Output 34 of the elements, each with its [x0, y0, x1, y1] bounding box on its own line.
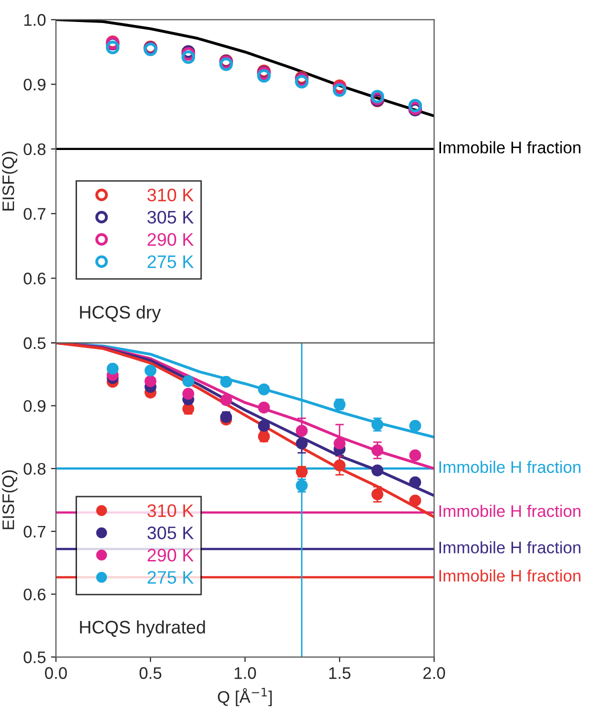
annotation: HCQS hydrated — [80, 620, 205, 638]
ref-line-label: Immobile H fraction — [439, 504, 580, 517]
x-tick-label: 0.0 — [45, 667, 67, 679]
legend-label: 305 K — [147, 210, 194, 224]
legend-label: 310 K — [147, 504, 194, 518]
y-tick-label: 0.7 — [24, 208, 46, 220]
y-tick-label: 1.0 — [24, 14, 46, 26]
y-tick-label: 0.6 — [24, 588, 46, 600]
y-tick-label: 0.8 — [24, 462, 46, 475]
ref-line-label: Immobile H fraction — [439, 569, 580, 582]
ref-line-label: Immobile H fraction — [439, 460, 580, 474]
y-tick-label: 0.5 — [24, 651, 46, 664]
x-tick-label: 0.5 — [140, 667, 162, 679]
legend-label: 290 K — [148, 233, 194, 246]
y-axis-title: EISF(Q) — [2, 152, 18, 210]
y-tick-label: 0.7 — [24, 526, 46, 538]
legend-label: 275 K — [148, 571, 194, 584]
y-tick-label: 0.9 — [24, 400, 46, 412]
y-tick-label: 0.8 — [24, 143, 46, 156]
y-tick-label: 0.6 — [24, 272, 46, 284]
legend-label: 275 K — [148, 255, 194, 268]
legend-label: 290 K — [148, 548, 194, 562]
ref-line-label: Immobile H fraction — [439, 141, 580, 154]
x-tick-label: 1.0 — [234, 667, 256, 679]
legend-label: 305 K — [147, 526, 194, 540]
y-tick-label: 0.9 — [24, 78, 46, 91]
x-axis-title: Q [Å$^{−1}$] — [218, 688, 272, 706]
y-axis-title: EISF(Q) — [2, 470, 18, 530]
x-tick-label: 2.0 — [423, 667, 446, 679]
legend-label: 310 K — [147, 188, 194, 202]
x-tick-label: 1.5 — [329, 667, 350, 679]
annotation: HCQS dry — [80, 305, 161, 322]
ref-line-label: Immobile H fraction — [439, 541, 580, 554]
y-tick-label: 0.5 — [24, 337, 46, 350]
